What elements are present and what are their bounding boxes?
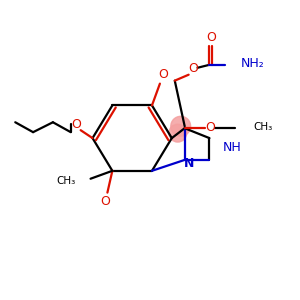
Text: O: O: [206, 121, 215, 134]
Text: O: O: [206, 31, 216, 44]
Text: O: O: [100, 195, 110, 208]
Text: CH₃: CH₃: [56, 176, 76, 186]
Text: CH₃: CH₃: [253, 122, 272, 132]
Text: NH₂: NH₂: [241, 57, 265, 70]
Text: NH: NH: [223, 140, 242, 154]
Circle shape: [171, 116, 190, 136]
Text: O: O: [189, 62, 199, 75]
Text: O: O: [158, 68, 168, 81]
Circle shape: [169, 124, 187, 142]
Text: N: N: [184, 158, 194, 170]
Text: O: O: [72, 118, 82, 131]
